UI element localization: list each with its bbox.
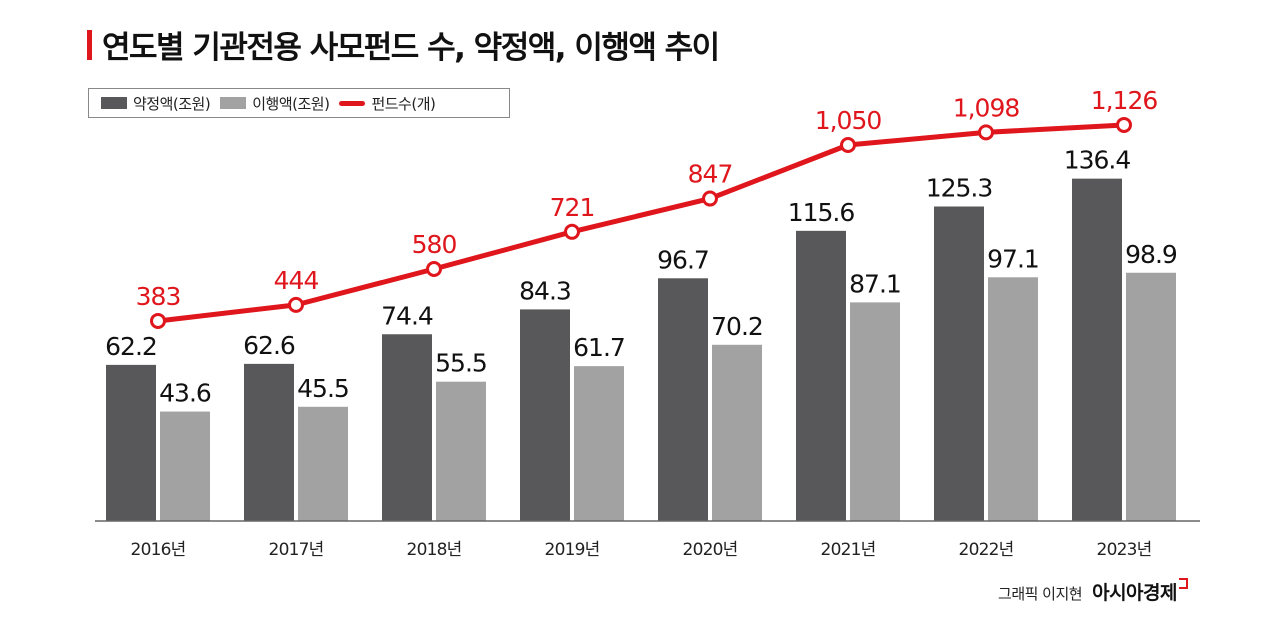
- legend-label: 이행액(조원): [252, 94, 330, 113]
- legend-swatch-dark: [101, 97, 127, 109]
- label-execution: 45.5: [297, 374, 349, 403]
- bar-execution: [1126, 272, 1176, 521]
- label-funds: 1,126: [1091, 86, 1158, 115]
- bar-commitment: [796, 230, 846, 521]
- point-funds: [840, 137, 856, 154]
- bar-commitment: [520, 309, 570, 521]
- bar-commitment: [382, 334, 432, 521]
- label-execution: 70.2: [711, 312, 763, 341]
- x-tick-label: 2021년: [821, 540, 876, 560]
- label-commitment: 74.4: [381, 301, 433, 330]
- label-commitment: 62.6: [243, 331, 295, 360]
- bar-commitment: [1072, 178, 1122, 522]
- bar-commitment: [244, 363, 294, 521]
- line-funds: [157, 122, 1125, 324]
- bar-commitment: [106, 364, 156, 521]
- bar-execution: [160, 411, 210, 521]
- label-funds: 444: [274, 266, 319, 295]
- x-tick-label: 2017년: [269, 540, 324, 560]
- point-funds: [702, 190, 718, 207]
- credit-text: 그래픽 이지현: [998, 585, 1083, 603]
- label-commitment: 136.4: [1064, 146, 1131, 175]
- label-funds: 847: [688, 160, 733, 189]
- label-commitment: 115.6: [788, 198, 855, 227]
- label-execution: 97.1: [987, 244, 1039, 273]
- label-execution: 98.9: [1125, 240, 1177, 269]
- x-tick-label: 2023년: [1097, 540, 1152, 560]
- chart-title: 연도별 기관전용 사모펀드 수, 약정액, 이행액 추이: [102, 30, 720, 66]
- x-tick-label: 2019년: [545, 540, 600, 560]
- brand-name: 아시아경제: [1092, 582, 1177, 604]
- legend-item-execution: 이행액(조원): [220, 93, 330, 114]
- label-commitment: 96.7: [657, 245, 709, 274]
- point-funds: [150, 312, 166, 329]
- point-funds: [1116, 116, 1132, 133]
- label-funds: 580: [412, 230, 457, 259]
- x-tick-label: 2022년: [959, 540, 1014, 560]
- point-funds: [426, 260, 442, 277]
- label-commitment: 62.2: [105, 332, 157, 361]
- legend-item-funds: 펀드수(개): [339, 93, 436, 114]
- label-funds: 721: [550, 193, 595, 222]
- title-accent-bar: [87, 30, 92, 60]
- credit: 그래픽 이지현 아시아경제: [998, 578, 1188, 605]
- bar-execution: [712, 344, 762, 521]
- brand-logo: 아시아경제: [1092, 578, 1188, 605]
- point-funds: [288, 296, 304, 313]
- label-execution: 43.6: [159, 379, 211, 408]
- label-funds: 383: [136, 282, 181, 311]
- legend-item-commitment: 약정액(조원): [101, 93, 211, 114]
- label-commitment: 84.3: [519, 276, 571, 305]
- legend-swatch-line: [339, 100, 366, 106]
- bar-execution: [436, 381, 486, 521]
- label-execution: 87.1: [849, 269, 901, 298]
- brand-mark-icon: [1179, 578, 1188, 589]
- label-funds: 1,050: [815, 106, 882, 135]
- bar-execution: [850, 302, 900, 521]
- point-funds: [564, 223, 580, 240]
- legend-swatch-light: [220, 97, 247, 109]
- label-funds: 1,098: [953, 93, 1020, 122]
- label-execution: 55.5: [435, 349, 487, 378]
- x-tick-label: 2020년: [683, 540, 738, 560]
- label-execution: 61.7: [573, 333, 625, 362]
- x-tick-label: 2016년: [131, 540, 186, 560]
- label-commitment: 125.3: [926, 173, 993, 202]
- bar-execution: [574, 366, 624, 521]
- bar-execution: [988, 277, 1038, 521]
- legend: 약정액(조원) 이행액(조원) 펀드수(개): [88, 88, 510, 118]
- point-funds: [978, 124, 994, 141]
- x-tick-label: 2018년: [407, 540, 462, 560]
- legend-label: 약정액(조원): [133, 94, 211, 113]
- bar-commitment: [934, 206, 984, 521]
- bar-execution: [298, 406, 348, 521]
- legend-label: 펀드수(개): [371, 94, 436, 113]
- bar-commitment: [658, 278, 708, 521]
